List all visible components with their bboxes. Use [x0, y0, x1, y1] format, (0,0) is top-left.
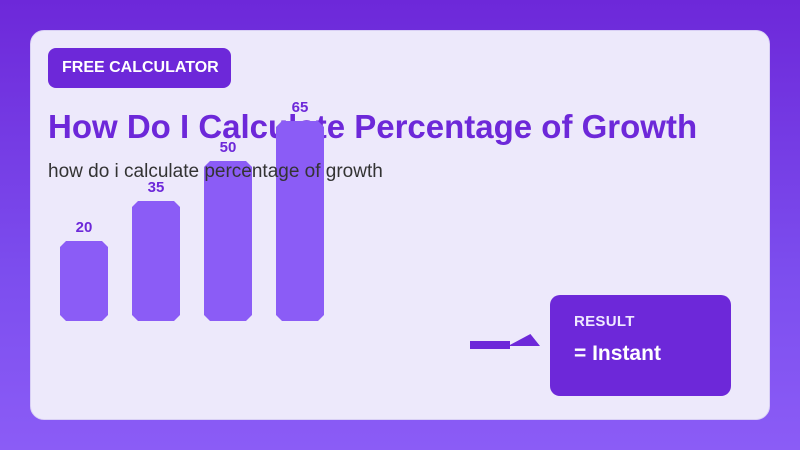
bar-3	[204, 161, 252, 321]
page-subtitle: how do i calculate percentage of growth	[48, 161, 383, 182]
bar-4	[276, 121, 324, 321]
bar-1	[60, 241, 108, 321]
arrow-connector	[470, 341, 510, 349]
bar-value-label: 35	[147, 179, 165, 196]
bar-2	[132, 201, 180, 321]
free-calculator-badge: FREE CALCULATOR	[48, 48, 231, 88]
page-title: How Do I Calculate Percentage of Growth	[48, 108, 698, 145]
result-box: RESULT = Instant	[550, 295, 731, 396]
bar-value-label: 50	[219, 139, 237, 156]
bar-value-label: 65	[291, 99, 309, 116]
result-label: RESULT	[574, 313, 635, 330]
bar-value-label: 20	[75, 219, 93, 236]
result-value: = Instant	[574, 342, 661, 365]
